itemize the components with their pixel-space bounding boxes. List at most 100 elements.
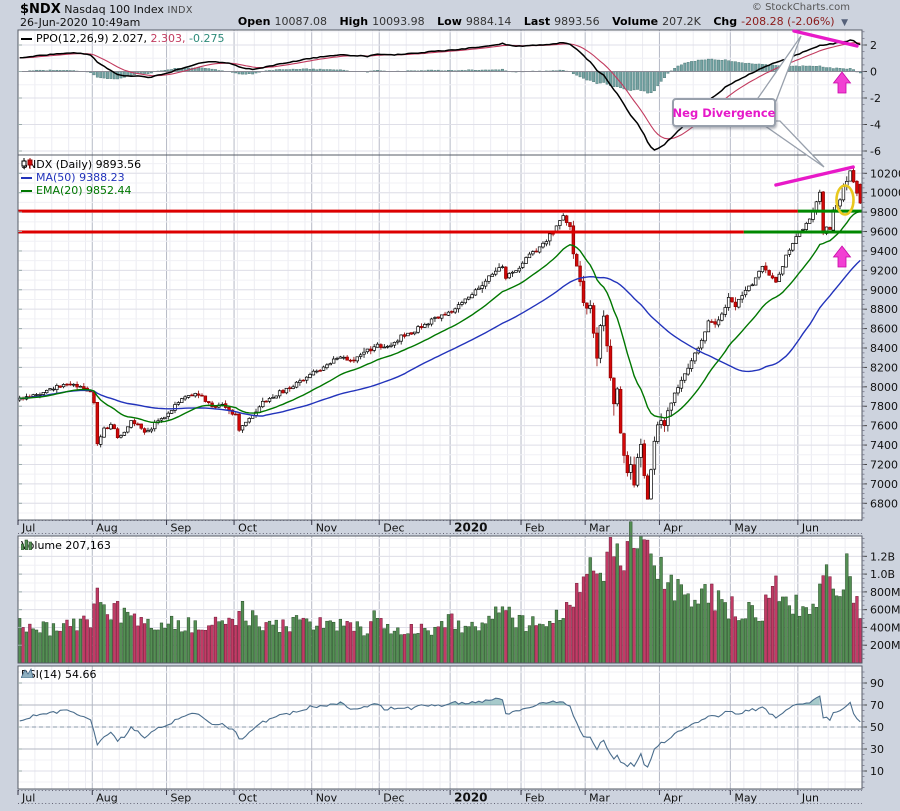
open-label: Open xyxy=(237,15,271,28)
ppo-line xyxy=(19,39,861,151)
svg-text:Apr: Apr xyxy=(663,522,683,535)
svg-text:50: 50 xyxy=(870,721,884,734)
right-axis-labels: 2 0 -2 -4 -6 10200 10000 9800 9600 9400 9200 9000 88… xyxy=(18,31,900,788)
month-axis-middle: Jul Aug Sep Oct Nov Dec 2020 Feb Mar Apr May Jun xyxy=(17,520,862,535)
quote-bar: Open 10087.08 High 10093.98 Low 9884.14 Las… xyxy=(229,15,848,28)
header-title: $NDX Nasdaq 100 Index INDX xyxy=(20,2,193,17)
divergence-trendlines xyxy=(774,29,859,187)
ppo-up-arrow-icon xyxy=(832,71,852,94)
rsi-line xyxy=(19,695,861,768)
ema20-line-icon xyxy=(21,190,32,192)
high-value: 10093.98 xyxy=(372,15,425,28)
svg-text:Oct: Oct xyxy=(238,522,258,535)
svg-text:10200: 10200 xyxy=(870,167,900,180)
svg-text:9600: 9600 xyxy=(870,226,898,239)
svg-text:Jul: Jul xyxy=(21,522,35,535)
symbol-name: Nasdaq 100 Index xyxy=(64,3,164,16)
price-up-arrow-icon xyxy=(832,245,852,268)
svg-text:Apr: Apr xyxy=(663,792,683,805)
low-value: 9884.14 xyxy=(465,15,512,28)
copyright: © StockCharts.com xyxy=(751,2,850,13)
svg-text:9400: 9400 xyxy=(870,245,898,258)
svg-text:Jun: Jun xyxy=(801,792,819,805)
exchange: INDX xyxy=(167,5,193,16)
ppo-legend: PPO(12,26,9) 2.027, 2.303, -0.275 xyxy=(21,32,224,45)
chg-value: -208.28 (-2.06%) xyxy=(741,15,835,28)
chg-dropdown-icon[interactable]: ▼ xyxy=(841,18,848,28)
svg-text:-2: -2 xyxy=(870,92,881,105)
svg-text:7400: 7400 xyxy=(870,439,898,452)
svg-text:Sep: Sep xyxy=(171,792,192,805)
volume-bars-icon xyxy=(21,539,32,550)
breadth-arrows xyxy=(832,71,852,268)
ma50-legend: MA(50) 9388.23 xyxy=(36,171,125,184)
rsi-area-icon xyxy=(21,668,33,678)
ppo-line-icon xyxy=(21,38,32,40)
neg-divergence-label: Neg Divergence xyxy=(672,105,776,120)
svg-text:10000: 10000 xyxy=(870,187,900,200)
ema20-line xyxy=(19,210,861,423)
svg-text:8400: 8400 xyxy=(870,342,898,355)
svg-text:Oct: Oct xyxy=(238,792,258,805)
svg-text:Mar: Mar xyxy=(589,522,610,535)
svg-text:-4: -4 xyxy=(870,119,881,132)
ppo-signal-value: 2.303, xyxy=(150,32,186,45)
svg-text:2020: 2020 xyxy=(454,791,487,805)
svg-text:Sep: Sep xyxy=(171,522,192,535)
svg-text:Jun: Jun xyxy=(801,522,819,535)
annotation-layer xyxy=(754,29,859,268)
svg-text:9200: 9200 xyxy=(870,264,898,277)
resistance-support-lines xyxy=(18,209,862,234)
svg-text:Feb: Feb xyxy=(525,792,544,805)
svg-text:0: 0 xyxy=(870,66,877,79)
svg-text:Dec: Dec xyxy=(383,522,404,535)
svg-text:8800: 8800 xyxy=(870,303,898,316)
last-candle-highlight xyxy=(835,184,855,216)
svg-text:7200: 7200 xyxy=(870,458,898,471)
svg-text:7000: 7000 xyxy=(870,478,898,491)
volume-legend: Volume 207,163 xyxy=(21,539,111,552)
svg-text:Mar: Mar xyxy=(589,792,610,805)
price-legend-value: 9893.56 xyxy=(95,158,142,171)
svg-text:600M: 600M xyxy=(870,604,900,617)
svg-text:30: 30 xyxy=(870,743,884,756)
svg-text:8000: 8000 xyxy=(870,381,898,394)
svg-text:800M: 800M xyxy=(870,586,900,599)
svg-text:Nov: Nov xyxy=(316,792,338,805)
svg-text:Nov: Nov xyxy=(316,522,338,535)
candles-layer xyxy=(17,168,863,500)
svg-text:8600: 8600 xyxy=(870,323,898,336)
svg-text:8200: 8200 xyxy=(870,361,898,374)
neg-divergence-callout: Neg Divergence xyxy=(672,98,776,127)
symbol: $NDX xyxy=(20,2,61,17)
high-label: High xyxy=(339,15,369,28)
svg-text:2: 2 xyxy=(870,39,877,52)
svg-text:70: 70 xyxy=(870,699,884,712)
rsi-legend-value: 54.66 xyxy=(64,668,97,681)
svg-text:May: May xyxy=(734,522,757,535)
volume-value: 207.2K xyxy=(662,15,701,28)
svg-text:200M: 200M xyxy=(870,639,900,652)
price-legend-title: $NDX (Daily) xyxy=(21,158,93,171)
svg-text:7800: 7800 xyxy=(870,400,898,413)
svg-text:9800: 9800 xyxy=(870,206,898,219)
ppo-hist-value: -0.275 xyxy=(189,32,225,45)
svg-text:Feb: Feb xyxy=(525,522,544,535)
chg-label: Chg xyxy=(713,15,738,28)
svg-text:400M: 400M xyxy=(870,621,900,634)
svg-text:-6: -6 xyxy=(870,145,881,158)
ma50-line xyxy=(19,259,861,417)
ema20-legend: EMA(20) 9852.44 xyxy=(36,184,132,197)
chart-datetime: 26-Jun-2020 10:49am xyxy=(20,16,141,29)
open-value: 10087.08 xyxy=(274,15,327,28)
svg-text:Jul: Jul xyxy=(21,792,35,805)
last-label: Last xyxy=(523,15,551,28)
svg-text:Aug: Aug xyxy=(96,792,117,805)
rsi-legend: RSI(14) 54.66 xyxy=(21,668,96,681)
svg-text:1.2B: 1.2B xyxy=(870,550,895,563)
last-value: 9893.56 xyxy=(554,15,600,28)
volume-label: Volume xyxy=(612,15,659,28)
svg-text:10: 10 xyxy=(870,765,884,778)
svg-text:Dec: Dec xyxy=(383,792,404,805)
